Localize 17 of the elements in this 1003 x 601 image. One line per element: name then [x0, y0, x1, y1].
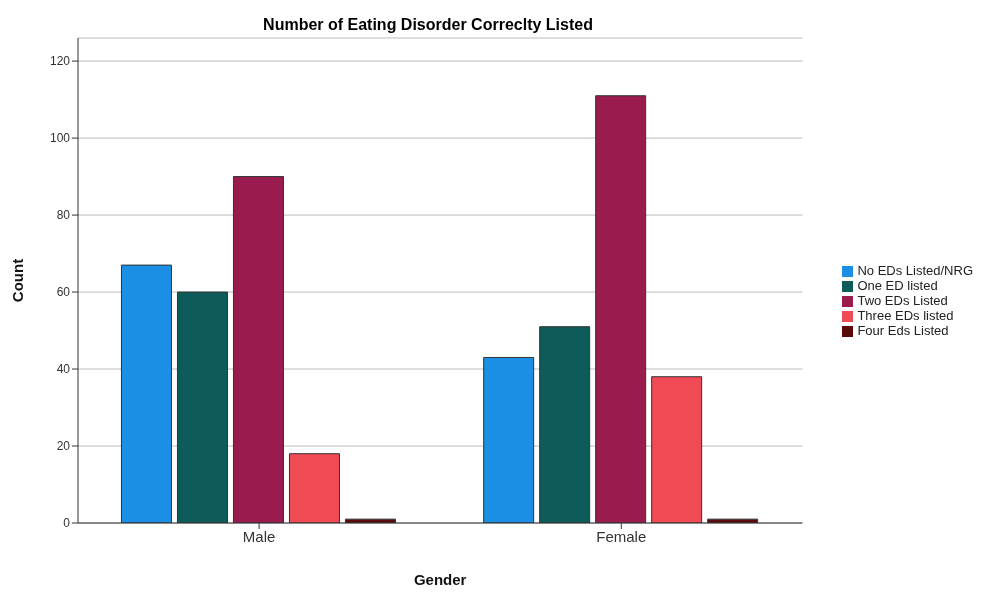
y-tick-label: 60 — [56, 285, 71, 300]
x-tick-label: Male — [242, 527, 276, 545]
y-axis-title: Count — [9, 258, 27, 303]
y-tick-label: 40 — [56, 362, 71, 377]
y-tick-label: 0 — [63, 516, 71, 531]
legend-label: Three EDs listed — [857, 308, 954, 323]
x-axis-title: Gender — [413, 571, 467, 588]
legend-label: Four Eds Listed — [857, 323, 949, 338]
x-tick-label: Female — [596, 527, 647, 545]
legend-label: One ED listed — [857, 278, 938, 293]
y-tick-label: 100 — [49, 131, 71, 146]
legend-label: Two EDs Listed — [857, 293, 948, 308]
y-tick-label: 20 — [56, 439, 71, 454]
chart-title: Number of Eating Disorder Correclty Listed — [262, 16, 594, 34]
legend-label: No EDs Listed/NRG — [857, 263, 973, 278]
y-tick-label: 120 — [49, 54, 71, 69]
y-tick-label: 80 — [56, 208, 71, 223]
